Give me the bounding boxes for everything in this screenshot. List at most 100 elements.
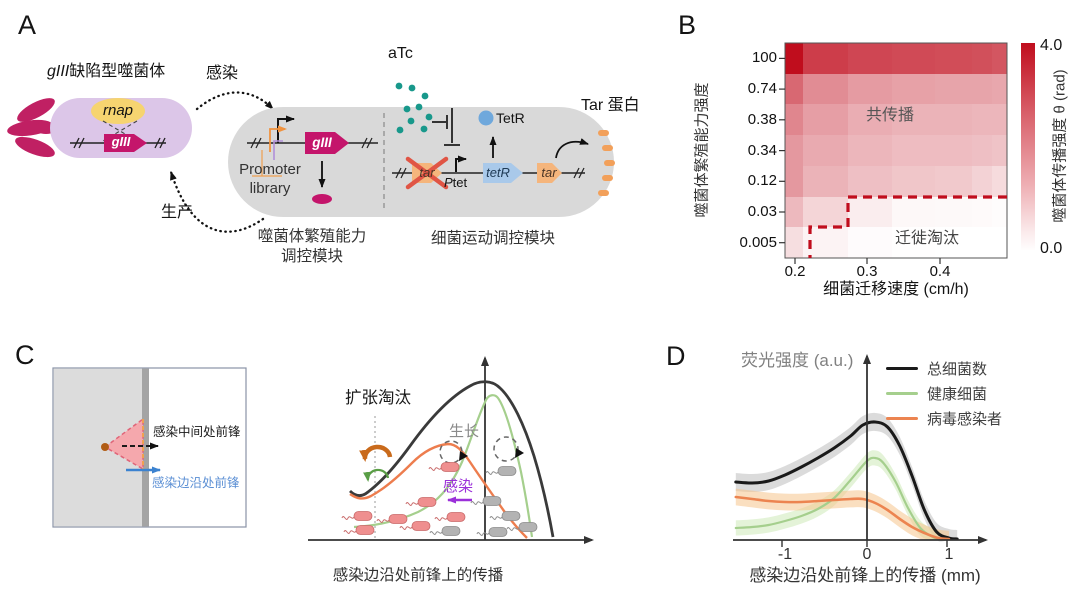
heatmap-cell	[785, 73, 803, 105]
legend-swatch	[886, 367, 918, 370]
heatmap-cell	[803, 196, 848, 228]
heatmap-cell	[848, 43, 892, 74]
module1-label: 噬菌体繁殖能力 调控模块	[257, 228, 367, 265]
d-x-tick-label: 1	[944, 546, 954, 563]
heatmap-cell	[785, 43, 803, 74]
heatmap-cell	[785, 104, 803, 136]
flagellum-icon	[343, 530, 357, 534]
heatmap-cell	[892, 196, 935, 228]
infection-label: 感染	[206, 65, 239, 82]
heatmap-cell	[992, 135, 1007, 166]
module2-label: 细菌运动调控模块	[430, 230, 555, 247]
fluorescence-curves	[734, 412, 959, 542]
heatmap-cell	[992, 104, 1007, 136]
tetr-gene-label: tetR	[486, 165, 510, 180]
sketch-caption: 感染边沿处前锋上的传播	[332, 567, 504, 584]
heatmap-y-tick-label: 0.12	[747, 172, 777, 190]
heatmap-cell	[848, 73, 892, 105]
heatmap-cell	[848, 196, 892, 228]
expansion-hook-arrow-green	[363, 468, 390, 482]
flagellum-icon	[476, 532, 490, 536]
d-x-tick-label: -1	[777, 546, 793, 563]
phage-title: gIII缺陷型噬菌体	[47, 63, 165, 81]
heatmap-cell	[972, 73, 992, 105]
panel-b-label: B	[678, 10, 697, 40]
tetr-protein-label: TetR	[496, 110, 525, 126]
edge-front-label: 感染边沿处前锋	[152, 476, 240, 490]
infected-density-curve	[349, 442, 528, 539]
panel-d-label: D	[666, 341, 686, 371]
panel-c-label: C	[15, 340, 35, 370]
heatmap-cell	[848, 227, 892, 258]
heatmap-cell	[992, 73, 1007, 105]
heatmap-cell	[785, 165, 803, 197]
heatmap-cell	[972, 43, 992, 74]
promoter-library-label: Promoter library	[239, 161, 301, 197]
plate-inset	[52, 367, 247, 528]
healthy-bacterium-icon	[488, 527, 508, 537]
heatmap-y-tick-label: 100	[751, 49, 777, 67]
d-x-ticks: -1 0 1	[0, 546, 1080, 566]
giii-phage-label: gIII	[111, 134, 131, 149]
series-line	[734, 420, 959, 541]
heatmap-cell	[785, 135, 803, 166]
atc-dots	[395, 82, 433, 134]
panel-a-label: A	[18, 10, 37, 40]
heatmap-x-ticks: 0.2 0.3 0.4	[785, 263, 1007, 283]
colorbar-max-label: 4.0	[1040, 37, 1063, 54]
phage-title-gene: gIII	[47, 63, 70, 80]
ptet-promoter-arrow	[455, 155, 467, 172]
flagellum-icon	[399, 526, 413, 530]
tetr-protein-icon	[478, 110, 494, 126]
heatmap-cell	[803, 227, 848, 258]
heatmap-cell	[972, 227, 992, 258]
inoculation-spot	[101, 443, 109, 451]
infected-bacterium-icon	[440, 462, 460, 472]
legend-label: 总细菌数	[927, 361, 988, 378]
d-x-label: 感染边沿处前锋上的传播 (mm)	[749, 566, 981, 585]
heatmap-cell	[892, 135, 935, 166]
flagellum-icon	[428, 467, 442, 471]
flagellum-icon	[341, 516, 355, 520]
heatmap-cell	[785, 196, 803, 228]
heatmap-cell	[803, 73, 848, 105]
inhibition-symbols	[432, 108, 460, 146]
colorbar-gradient	[1021, 43, 1035, 250]
heatmap-y-tick-label: 0.03	[747, 202, 777, 220]
heatmap-x-label: 细菌迁移速度 (cm/h)	[823, 281, 969, 298]
heatmap-cell	[785, 227, 803, 258]
infection-arrow	[195, 91, 275, 111]
heatmap-cell	[803, 135, 848, 166]
region-co-spread-label: 共传播	[865, 107, 914, 124]
d-y-label: 荧光强度 (a.u.)	[741, 351, 854, 370]
heatmap-cell	[935, 104, 972, 136]
infection-c-label: 感染	[443, 478, 474, 495]
infected-bacterium-icon	[446, 512, 466, 522]
mid-front-label: 感染中间处前锋	[153, 425, 241, 439]
piii-protein	[312, 194, 332, 204]
flagellum-icon	[429, 531, 443, 535]
d-x-tick-label: 0	[862, 546, 872, 563]
heatmap-cell	[803, 165, 848, 197]
heatmap-y-tick-label: 0.005	[739, 233, 777, 251]
ptet-label: Ptet	[444, 175, 468, 190]
heatmap-cell	[935, 196, 972, 228]
healthy-bacterium-icon	[518, 522, 538, 532]
confidence-band	[735, 412, 958, 542]
infected-bacterium-icon	[411, 521, 431, 531]
tar-crossed-label: tar	[419, 165, 435, 180]
heatmap-cell	[848, 165, 892, 197]
tar-gene-label: tar	[541, 165, 557, 180]
heatmap-y-tick-label: 0.34	[747, 141, 777, 159]
heatmap-y-tick-label: 0.38	[747, 110, 777, 128]
flagellum-icon	[470, 501, 484, 505]
tar-to-membrane-arrow	[555, 138, 589, 159]
confidence-band	[735, 488, 949, 541]
infected-bacterium-icon	[388, 514, 408, 524]
legend-row: 总细菌数	[886, 356, 1002, 381]
heatmap-cell	[935, 165, 972, 197]
tar-protein-label: Tar 蛋白	[581, 97, 640, 114]
heatmap-cell	[992, 227, 1007, 258]
series-line	[734, 495, 951, 541]
